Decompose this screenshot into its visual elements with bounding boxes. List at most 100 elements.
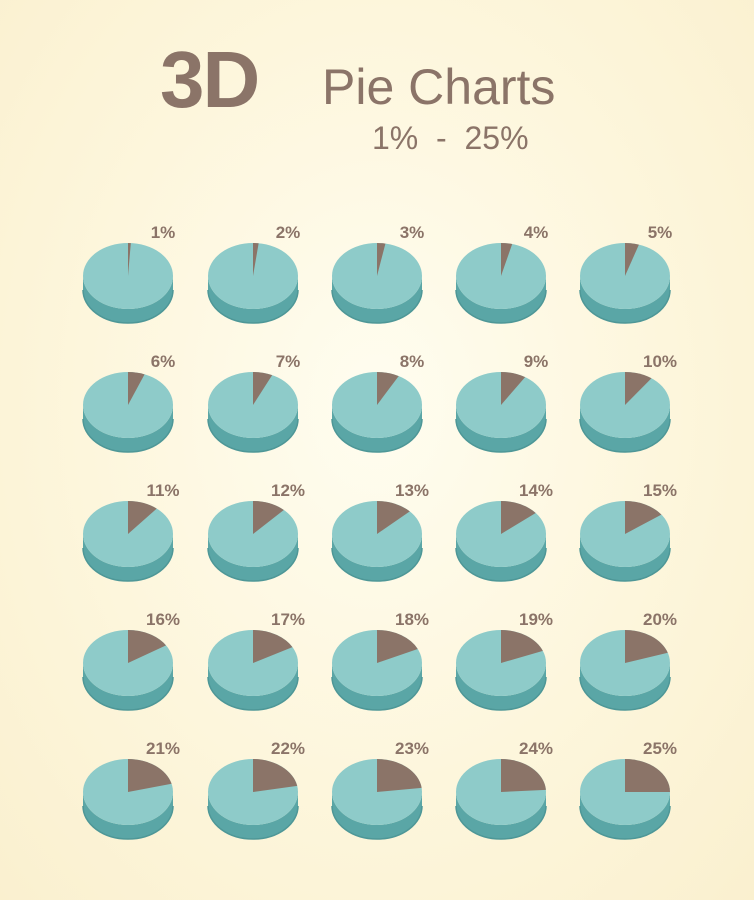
pie-side [580, 534, 670, 581]
pie-side-edge [455, 289, 547, 324]
slice-21 [128, 759, 172, 792]
pie-side [208, 276, 298, 323]
slice-7 [253, 372, 273, 405]
label-4-percent: 4% [524, 223, 549, 242]
label-15-percent: 15% [643, 481, 677, 500]
slice-13 [377, 501, 410, 534]
label-3-percent: 3% [400, 223, 425, 242]
pie-side-edge [82, 547, 174, 582]
pie-side [83, 276, 173, 323]
label-16-percent: 16% [146, 610, 180, 629]
pie-side-edge [207, 805, 299, 840]
pie-side [332, 276, 422, 323]
pie-20: 20% [579, 610, 677, 711]
pie-side-edge [579, 805, 671, 840]
pie-9: 9% [455, 352, 549, 453]
pie-side-edge [207, 547, 299, 582]
label-5-percent: 5% [648, 223, 673, 242]
slice-8 [377, 372, 399, 405]
pie-side [580, 405, 670, 452]
pie-side [580, 663, 670, 710]
label-10-percent: 10% [643, 352, 677, 371]
pie-side-edge [579, 676, 671, 711]
pie-11: 11% [82, 481, 180, 582]
slice-25 [625, 759, 670, 792]
slice-2 [253, 243, 259, 276]
header: 3D Pie Charts 1% - 25% [0, 0, 754, 200]
slice-6 [128, 372, 145, 405]
pie-side [332, 663, 422, 710]
pie-side [332, 792, 422, 839]
label-6-percent: 6% [151, 352, 176, 371]
slice-16 [128, 630, 166, 663]
pie-side [208, 534, 298, 581]
slice-10 [625, 372, 652, 405]
pie-side-edge [207, 418, 299, 453]
slice-14 [501, 501, 536, 534]
slice-12 [253, 501, 284, 534]
label-22-percent: 22% [271, 739, 305, 758]
label-20-percent: 20% [643, 610, 677, 629]
pie-14: 14% [455, 481, 553, 582]
title-pie-charts: Pie Charts [322, 59, 556, 115]
label-24-percent: 24% [519, 739, 553, 758]
pie-3: 3% [331, 223, 425, 324]
slice-19 [501, 630, 543, 663]
pie-side [83, 792, 173, 839]
pie-side-edge [455, 418, 547, 453]
pie-side [332, 405, 422, 452]
pie-side-edge [207, 289, 299, 324]
pie-side-edge [331, 418, 423, 453]
pie-side [208, 663, 298, 710]
pie-side [456, 663, 546, 710]
slice-1 [128, 243, 131, 276]
pie-4: 4% [455, 223, 549, 324]
pie-side [456, 792, 546, 839]
pie-side [580, 792, 670, 839]
pie-7: 7% [207, 352, 301, 453]
pie-17: 17% [207, 610, 305, 711]
label-9-percent: 9% [524, 352, 549, 371]
slice-22 [253, 759, 298, 792]
slice-17 [253, 630, 293, 663]
pie-side-edge [82, 805, 174, 840]
pie-18: 18% [331, 610, 429, 711]
slice-9 [501, 372, 526, 405]
pie-side-edge [455, 676, 547, 711]
label-14-percent: 14% [519, 481, 553, 500]
label-19-percent: 19% [519, 610, 553, 629]
pie-21: 21% [82, 739, 180, 840]
pie-side [208, 792, 298, 839]
label-23-percent: 23% [395, 739, 429, 758]
pie-10: 10% [579, 352, 677, 453]
title-3d: 3D [160, 35, 260, 124]
pie-15: 15% [579, 481, 677, 582]
pie-side [83, 663, 173, 710]
pie-2: 2% [207, 223, 300, 324]
pie-side [456, 534, 546, 581]
pie-side [456, 405, 546, 452]
pie-13: 13% [331, 481, 429, 582]
pie-16: 16% [82, 610, 180, 711]
pie-25: 25% [579, 739, 677, 840]
pie-6: 6% [82, 352, 176, 453]
label-17-percent: 17% [271, 610, 305, 629]
pie-side-edge [331, 676, 423, 711]
pie-side [332, 534, 422, 581]
label-8-percent: 8% [400, 352, 425, 371]
slice-23 [377, 758, 422, 792]
slice-15 [625, 500, 662, 534]
pie-8: 8% [331, 352, 425, 453]
pie-side-edge [331, 547, 423, 582]
pie-side [83, 534, 173, 581]
pie-23: 23% [331, 739, 429, 840]
pie-side-edge [455, 547, 547, 582]
label-11-percent: 11% [146, 481, 179, 500]
slice-5 [625, 243, 639, 276]
pie-12: 12% [207, 481, 305, 582]
pie-1: 1% [82, 223, 175, 324]
label-7-percent: 7% [276, 352, 301, 371]
slice-18 [377, 629, 418, 663]
pie-24: 24% [455, 739, 553, 840]
